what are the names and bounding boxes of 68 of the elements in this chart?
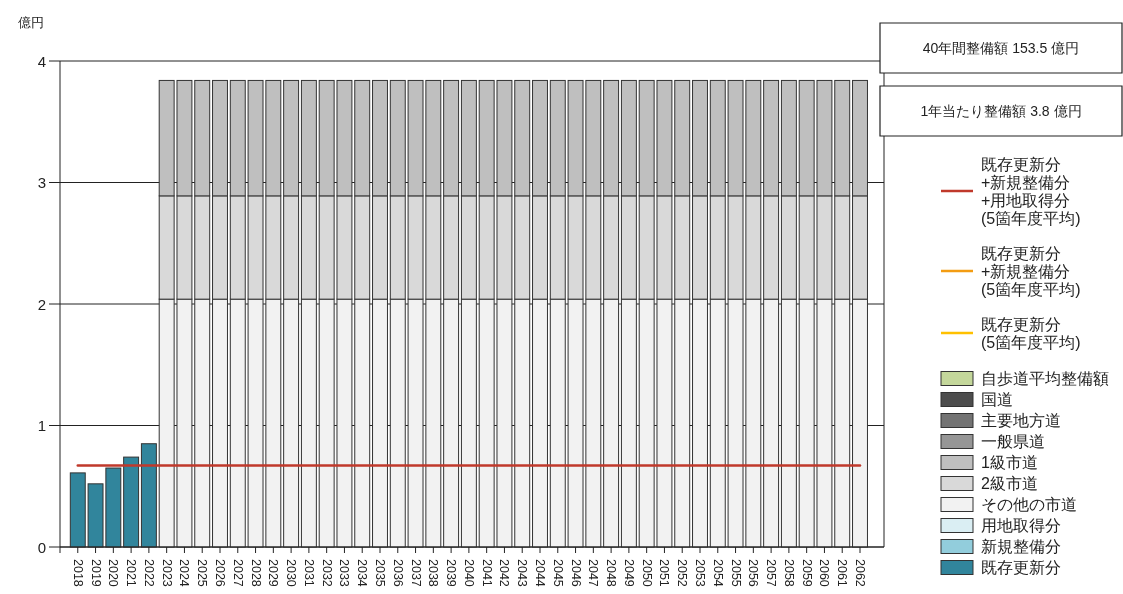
legend-label: 2級市道: [981, 475, 1038, 492]
y-tick-label: 2: [37, 295, 46, 313]
x-tick-label: 2036: [390, 559, 405, 587]
x-tick-label: 2059: [799, 559, 814, 587]
x-tick-label: 2029: [266, 559, 281, 587]
legend-label: その他の市道: [981, 496, 1077, 513]
x-tick-label: 2027: [230, 559, 245, 587]
x-tick-label: 2046: [568, 559, 583, 587]
y-axis-title: 億円: [18, 14, 44, 30]
x-tick-label: 2056: [746, 559, 761, 587]
x-tick-label: 2030: [284, 559, 299, 587]
x-tick-label: 2060: [817, 559, 832, 587]
x-tick-label: 2053: [693, 559, 707, 587]
x-tick-label: 2043: [515, 559, 530, 587]
legend-label: 既存更新分+新規整備分+用地取得分(5箇年度平均): [981, 155, 1081, 227]
x-tick-label: 2025: [195, 559, 210, 587]
x-tick-label: 2041: [479, 559, 494, 587]
legend-label: 新規整備分: [981, 538, 1061, 555]
x-tick-label: 2044: [533, 559, 547, 587]
x-tick-label: 2049: [621, 559, 636, 587]
x-tick-label: 2040: [461, 559, 476, 587]
legend-label: 用地取得分: [981, 517, 1061, 534]
x-tick-label: 2048: [604, 559, 619, 587]
bar: [140, 443, 157, 548]
x-tick-label: 2050: [639, 559, 654, 587]
x-tick-label: 2039: [444, 559, 459, 587]
x-tick-label: 2024: [177, 559, 192, 587]
y-tick-label: 3: [37, 174, 46, 191]
x-tick-label: 2037: [408, 559, 423, 587]
x-tick-label: 2035: [373, 559, 387, 587]
y-tick-label: 0: [37, 538, 46, 556]
x-tick-label: 2051: [657, 559, 672, 587]
x-tick-label: 2026: [213, 559, 227, 587]
legend-label: 国道: [981, 391, 1013, 408]
x-tick-label: 2055: [728, 559, 743, 587]
x-tick-label: 2032: [319, 559, 334, 587]
x-tick-label: 2031: [301, 559, 316, 587]
x-tick-label: 2042: [497, 559, 512, 587]
x-tick-label: 2020: [106, 559, 121, 587]
legend-label: 既存更新分+新規整備分(5箇年度平均): [981, 244, 1081, 298]
legend-label: 既存更新分(5箇年度平均): [981, 315, 1081, 351]
x-tick-label: 2061: [835, 559, 850, 587]
x-tick-label: 2022: [141, 559, 156, 587]
x-tick-label: 2047: [586, 559, 601, 587]
x-tick-label: 2054: [710, 559, 725, 587]
legend-label: 1級市道: [981, 454, 1038, 471]
x-tick-label: 2033: [337, 559, 352, 587]
x-tick-label: 2018: [70, 559, 85, 587]
x-tick-label: 2034: [355, 559, 370, 587]
text: 1年当たり整備額 3.8 億円: [920, 103, 1082, 119]
legend-label: 既存更新分: [981, 559, 1061, 576]
x-tick-label: 2028: [248, 559, 263, 587]
x-tick-label: 2058: [781, 559, 796, 587]
legend-label: 自歩道平均整備額: [981, 370, 1109, 387]
x-tick-label: 2052: [675, 559, 690, 587]
x-tick-label: 2057: [764, 559, 779, 587]
x-tick-label: 2023: [159, 559, 174, 587]
y-tick-label: 1: [37, 417, 46, 434]
x-tick-label: 2038: [426, 559, 441, 587]
x-tick-label: 2045: [550, 559, 565, 587]
legend-label: 主要地方道: [981, 412, 1061, 429]
text: 40年間整備額 153.5 億円: [922, 40, 1080, 56]
bar: [123, 456, 140, 548]
legend-label: 一般県道: [981, 433, 1045, 450]
x-tick-label: 2021: [124, 559, 139, 587]
x-tick-label: 2019: [88, 559, 103, 587]
x-tick-label: 2062: [853, 559, 867, 587]
y-tick-label: 4: [37, 52, 46, 70]
